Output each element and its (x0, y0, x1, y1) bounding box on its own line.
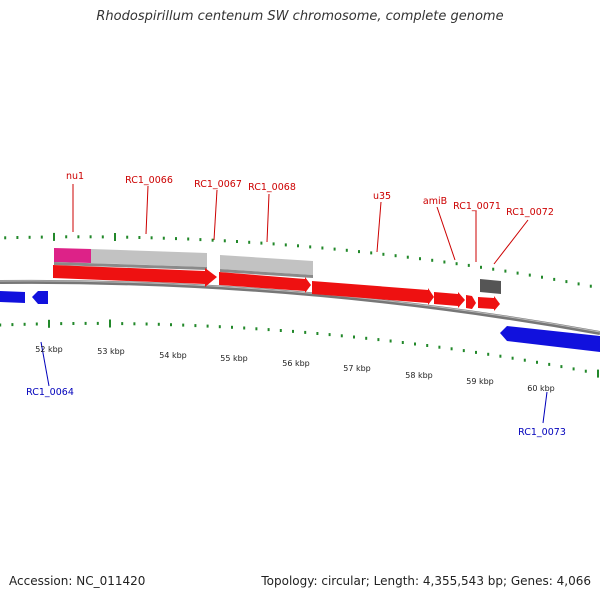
kbp-label-53: 53 kbp (97, 347, 125, 356)
gene-label-u35[interactable]: u35 (373, 191, 391, 202)
gene-label-rc1-0073[interactable]: RC1_0073 (518, 427, 566, 438)
callout-rc1-0072 (493, 219, 529, 265)
gene-label-rc1-0071[interactable]: RC1_0071 (453, 201, 501, 212)
callout-rc1-0068 (266, 193, 270, 243)
gene-arrow-rc1-0073[interactable] (500, 326, 600, 352)
gene-label-callouts (40, 184, 548, 424)
gene-label-rc1-0064[interactable]: RC1_0064 (26, 387, 74, 398)
callout-amib (436, 206, 456, 261)
gene-arrow-amib[interactable] (466, 295, 476, 309)
gene-arrow-u35[interactable] (434, 292, 465, 308)
feature-block-nu1[interactable] (54, 248, 91, 263)
kbp-label-52: 52 kbp (35, 345, 63, 354)
kbp-label-58: 58 kbp (405, 371, 433, 380)
kbp-label-59: 59 kbp (466, 377, 494, 386)
accession-text: Accession: NC_011420 (9, 574, 146, 588)
gene-arrow-rc1-0064-part1[interactable] (0, 291, 25, 303)
gene-label-rc1-0068[interactable]: RC1_0068 (248, 182, 296, 193)
kbp-label-60: 60 kbp (527, 384, 555, 393)
kbp-label-54: 54 kbp (159, 351, 187, 360)
kbp-scale-labels: 52 kbp 53 kbp 54 kbp 55 kbp 56 kbp 57 kb… (35, 345, 555, 393)
callout-u35 (376, 201, 382, 253)
gene-arrow-nu1[interactable] (53, 265, 217, 287)
kbp-label-55: 55 kbp (220, 354, 248, 363)
gene-label-rc1-0072[interactable]: RC1_0072 (506, 207, 554, 218)
gene-label-nu1[interactable]: nu1 (66, 171, 84, 182)
gene-label-rc1-0067[interactable]: RC1_0067 (194, 179, 242, 190)
chart-title: Rhodospirillum centenum SW chromosome, c… (96, 9, 504, 24)
callout-rc1-0067 (213, 189, 218, 241)
feature-block-grey-1-shadow (54, 262, 207, 270)
callout-rc1-0064 (40, 341, 50, 387)
kbp-label-56: 56 kbp (282, 359, 310, 368)
gene-arrow-rc1-0072[interactable] (478, 296, 500, 311)
gene-label-amib[interactable]: amiB (423, 196, 447, 207)
inner-tick-ring (0, 319, 599, 378)
gene-label-rc1-0066[interactable]: RC1_0066 (125, 175, 173, 186)
callout-rc1-0073 (542, 391, 548, 424)
gene-arrow-rc1-0064-part2[interactable] (32, 291, 48, 304)
callout-rc1-0066 (145, 185, 149, 235)
kbp-label-57: 57 kbp (343, 364, 371, 373)
feature-block-grey-2-shadow (220, 269, 313, 278)
feature-block-grey-2[interactable] (220, 255, 313, 275)
feature-block-grey-1[interactable] (91, 249, 207, 267)
gene-arrow-rc1-0066[interactable] (219, 272, 311, 293)
chromosome-backbone-highlight (0, 280, 600, 333)
gene-arrow-rc1-0068[interactable] (312, 281, 434, 305)
outer-tick-ring (4, 232, 592, 288)
genome-summary-text: Topology: circular; Length: 4,355,543 bp… (261, 574, 591, 588)
gene-block-rc1-0071[interactable] (480, 279, 501, 294)
chromosome-backbone (0, 279, 600, 335)
gene-labels: nu1 RC1_0066 RC1_0067 RC1_0068 u35 amiB … (26, 171, 566, 438)
